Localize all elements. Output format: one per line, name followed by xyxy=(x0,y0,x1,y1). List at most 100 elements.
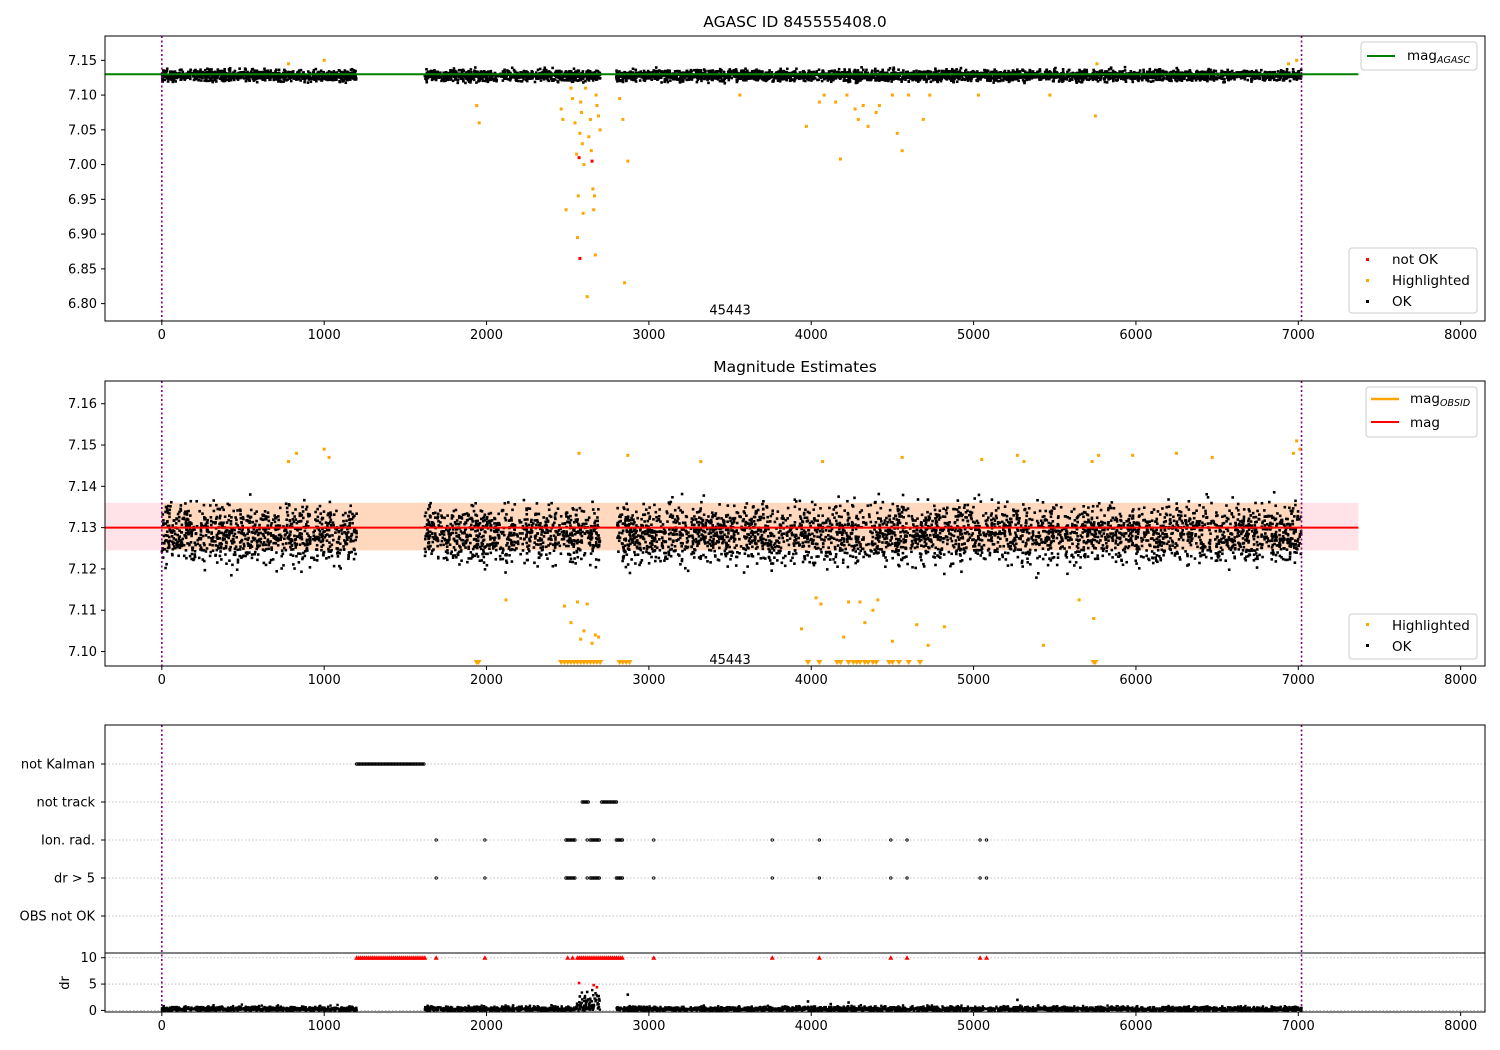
ok-point xyxy=(904,70,908,74)
ok-point xyxy=(1088,77,1092,80)
ok-point xyxy=(947,69,950,73)
ok-point xyxy=(994,78,997,81)
ok-point xyxy=(951,74,954,78)
ok-point xyxy=(615,71,619,75)
ok-point xyxy=(978,74,982,78)
ok-point xyxy=(816,78,819,82)
ok-point xyxy=(1175,66,1179,70)
ok-point xyxy=(1276,75,1280,78)
ok-point xyxy=(877,76,881,80)
ok-point xyxy=(494,76,497,79)
ok-point xyxy=(771,80,774,83)
ok-point xyxy=(175,76,179,79)
ok-point xyxy=(314,510,317,514)
ok-point xyxy=(934,70,938,74)
ok-point xyxy=(548,75,551,79)
ok-point xyxy=(999,79,1002,83)
ok-point xyxy=(490,75,494,78)
ok-point xyxy=(803,76,806,80)
ok-point xyxy=(1123,69,1127,72)
ok-point xyxy=(429,71,433,75)
ok-point xyxy=(183,78,187,81)
ok-point xyxy=(1251,74,1254,78)
ok-point xyxy=(165,70,169,73)
ok-point xyxy=(666,80,670,84)
ok-point xyxy=(337,74,340,78)
ok-point xyxy=(345,74,349,78)
ok-point xyxy=(276,76,279,79)
ok-point xyxy=(1271,75,1274,79)
ok-point xyxy=(1197,71,1201,74)
ok-point xyxy=(1022,69,1025,72)
ok-point xyxy=(800,77,803,80)
ok-point xyxy=(252,71,255,75)
ok-point xyxy=(1279,71,1282,75)
ok-point xyxy=(810,79,813,82)
ok-point xyxy=(566,79,569,82)
ok-point xyxy=(326,78,330,82)
ok-point xyxy=(1130,78,1134,81)
ok-point xyxy=(961,77,965,81)
ok-point xyxy=(1208,71,1212,74)
ok-point xyxy=(494,77,497,81)
ok-point xyxy=(980,71,983,75)
ok-point xyxy=(1146,76,1150,80)
ok-point xyxy=(578,77,582,81)
ok-point xyxy=(452,67,456,70)
ok-point xyxy=(1144,76,1147,80)
ok-point xyxy=(483,79,487,83)
ok-point xyxy=(1055,75,1059,78)
ok-point xyxy=(854,79,858,83)
ok-point xyxy=(1015,70,1019,74)
ok-point xyxy=(625,75,628,79)
ok-point xyxy=(675,76,679,80)
ok-point xyxy=(911,78,914,82)
ok-point xyxy=(724,74,728,78)
ok-point xyxy=(272,78,276,82)
ok-point xyxy=(743,70,746,74)
ok-point xyxy=(918,77,921,80)
ok-point xyxy=(652,69,656,72)
ok-point xyxy=(1023,81,1026,85)
ok-point xyxy=(744,77,748,81)
panel2-title: Magnitude Estimates xyxy=(713,358,877,376)
ok-point xyxy=(445,75,448,79)
ok-point xyxy=(1140,78,1144,82)
ok-point xyxy=(986,79,989,82)
ok-point xyxy=(1011,69,1015,72)
ok-point xyxy=(170,71,174,75)
ok-point xyxy=(830,74,833,78)
ok-point xyxy=(1085,70,1089,74)
ok-point xyxy=(277,80,280,83)
ok-point xyxy=(885,74,889,77)
highlighted-point xyxy=(580,110,584,114)
ok-point xyxy=(426,76,430,80)
ok-point xyxy=(714,75,717,79)
ok-point xyxy=(844,75,848,78)
ok-point xyxy=(975,74,978,78)
ok-point xyxy=(1107,68,1111,71)
ok-point xyxy=(885,79,888,82)
ok-point xyxy=(715,77,718,80)
ok-point xyxy=(792,74,795,77)
highlighted-point xyxy=(822,93,826,97)
ok-point xyxy=(669,75,672,79)
ok-point xyxy=(918,70,921,73)
ok-point xyxy=(1067,68,1071,72)
highlighted-point xyxy=(591,187,595,191)
ok-point xyxy=(574,77,577,80)
ok-point xyxy=(983,68,986,72)
x-tick-label: 0 xyxy=(158,328,166,343)
ok-point xyxy=(1116,75,1119,78)
ok-point xyxy=(992,76,995,80)
ok-point xyxy=(1066,75,1070,79)
ok-point xyxy=(598,77,601,80)
ok-point xyxy=(924,77,928,81)
ok-point xyxy=(941,74,945,78)
ok-point xyxy=(1108,75,1111,78)
highlighted-point xyxy=(286,62,290,66)
ok-point xyxy=(539,76,542,80)
ok-point xyxy=(1096,80,1100,83)
highlighted-point xyxy=(907,93,911,97)
ok-point xyxy=(502,70,506,74)
